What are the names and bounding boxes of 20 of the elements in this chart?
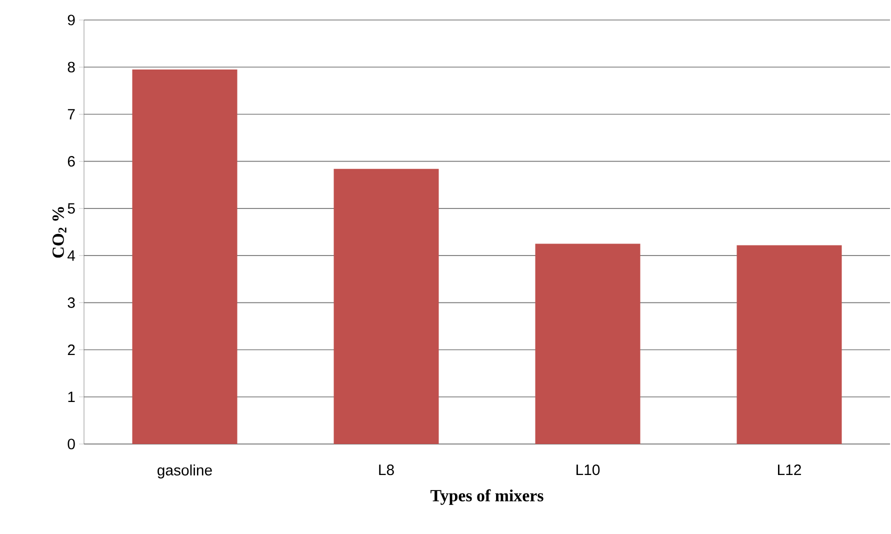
y-tick-label: 3 — [68, 297, 75, 308]
x-axis-title: Types of mixers — [430, 489, 544, 505]
y-axis-title: CO$_{2}$ % — [52, 207, 66, 258]
y-tick-label: 8 — [68, 62, 75, 72]
y-tick-label: 1 — [68, 392, 75, 402]
y-tick-label: 0 — [68, 438, 75, 450]
x-tick-label: L8 — [379, 464, 394, 476]
x-tick-label: gasoline — [158, 464, 212, 478]
y-tick-label: 4 — [68, 250, 76, 261]
y-tick-label: 6 — [68, 156, 75, 167]
y-tick-label: 2 — [68, 344, 75, 355]
x-tick-label: L12 — [778, 464, 801, 475]
bar — [535, 244, 640, 444]
x-tick-label: L10 — [576, 464, 600, 476]
y-tick-label: 7 — [68, 109, 75, 120]
y-tick-label: 5 — [68, 203, 75, 214]
bar — [132, 69, 238, 444]
bar — [736, 245, 842, 444]
y-tick-label: 9 — [68, 14, 75, 26]
bar — [334, 168, 439, 444]
